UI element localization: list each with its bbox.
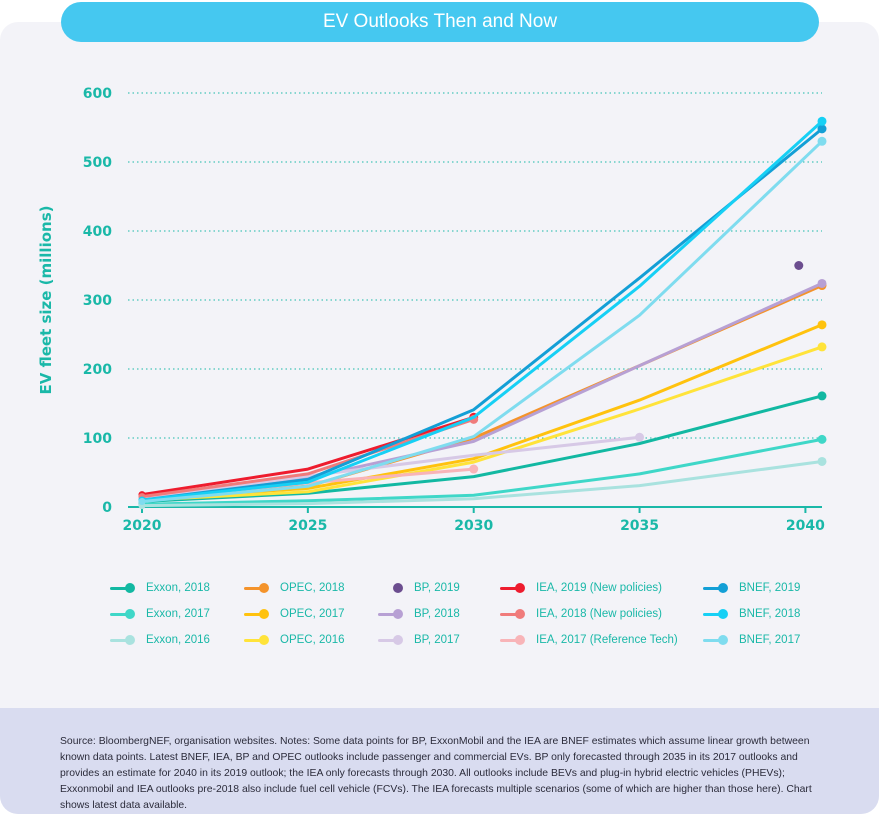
data-point xyxy=(817,434,827,444)
data-point xyxy=(817,278,827,288)
series-line xyxy=(140,437,824,506)
series-bp-2018 xyxy=(138,278,827,501)
y-tick-label: 500 xyxy=(83,155,112,171)
y-tick-label: 600 xyxy=(83,86,112,102)
series-line xyxy=(140,139,824,503)
series-line xyxy=(140,435,642,501)
data-point xyxy=(817,391,827,401)
x-tick-label: 2030 xyxy=(454,518,493,534)
data-point xyxy=(817,320,827,330)
series-bnef-2017 xyxy=(138,136,827,505)
x-tick-label: 2020 xyxy=(123,518,162,534)
y-tick-label: 0 xyxy=(102,500,112,516)
data-point xyxy=(817,124,827,134)
footer-notes: Source: BloombergNEF, organisation websi… xyxy=(0,708,879,814)
series-line xyxy=(140,119,824,502)
series-line xyxy=(140,345,824,502)
y-tick-label: 100 xyxy=(83,431,112,447)
series-bnef-2019 xyxy=(138,124,827,504)
data-point xyxy=(635,432,645,442)
series-line xyxy=(140,460,824,508)
footer-note-text: Source: BloombergNEF, organisation websi… xyxy=(60,736,812,811)
y-tick-label: 300 xyxy=(83,293,112,309)
x-tick-label: 2035 xyxy=(620,518,659,534)
y-tick-label: 400 xyxy=(83,224,112,240)
series-opec-2018 xyxy=(138,281,827,501)
series-group xyxy=(138,116,827,510)
series-line xyxy=(140,127,824,502)
series-line xyxy=(140,284,824,499)
x-tick-label: 2040 xyxy=(786,518,825,534)
data-point xyxy=(817,456,827,466)
data-point xyxy=(817,136,827,146)
series-exxon-2016 xyxy=(138,456,827,510)
chart-title: EV Outlooks Then and Now xyxy=(61,2,819,42)
series-line xyxy=(140,281,824,499)
series-bnef-2018 xyxy=(138,116,827,504)
y-tick-label: 200 xyxy=(83,362,112,378)
data-point xyxy=(817,342,827,352)
data-point xyxy=(817,116,827,126)
y-axis-label: EV fleet size (millions) xyxy=(37,206,55,395)
series-bp-2019 xyxy=(794,261,804,270)
data-point xyxy=(138,497,146,505)
x-tick-label: 2025 xyxy=(288,518,327,534)
grid-lines xyxy=(128,92,822,439)
series-line xyxy=(140,415,476,497)
axes: 0 100 200 300 400 500 600 2020 2025 2030 2035 2040 xyxy=(83,86,825,534)
data-point xyxy=(469,464,479,474)
data-point xyxy=(794,261,804,270)
